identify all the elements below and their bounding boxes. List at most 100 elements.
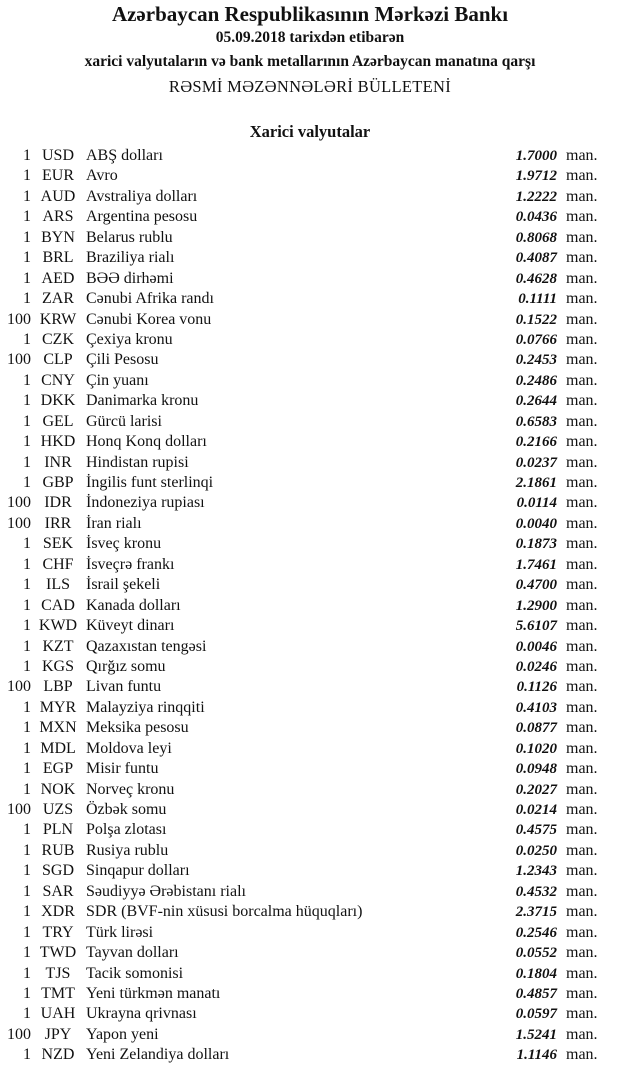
- rate-value: 1.2222: [515, 188, 557, 205]
- currency-name: Özbək somu: [86, 801, 167, 818]
- rate-row: 1 TJS Tacik somonisi 0.1804 man.: [0, 964, 620, 984]
- quantity: 1: [23, 1046, 31, 1064]
- currency-name: Livan funtu: [86, 678, 162, 696]
- quantity: 1: [23, 617, 31, 635]
- currency-name: Yeni Zelandiya dolları: [86, 1046, 230, 1064]
- quantity: 100: [7, 310, 31, 328]
- unit-label: man.: [566, 678, 598, 696]
- currency-code: KZT: [42, 637, 74, 655]
- currency-code: USD: [41, 147, 74, 164]
- quantity: 1: [23, 739, 31, 757]
- currency-code: NZD: [41, 1046, 75, 1064]
- currency-code: TWD: [39, 944, 77, 962]
- quantity: 1: [23, 780, 31, 798]
- quantity: 1: [23, 657, 31, 675]
- rate-value: 0.0246: [515, 658, 557, 675]
- unit-label: man.: [566, 208, 598, 226]
- rate-value: 0.0597: [515, 1006, 557, 1023]
- rate-value: 0.0552: [515, 945, 557, 962]
- unit-label: man.: [566, 698, 598, 716]
- currency-name: İsveç kronu: [86, 535, 162, 553]
- currency-name: Norveç kronu: [86, 780, 175, 798]
- rate-row: 1 AUD Avstraliya dolları 1.2222 man.: [0, 187, 620, 207]
- rate-row: 1 MDL Moldova leyi 0.1020 man.: [0, 739, 620, 759]
- quantity: 1: [23, 637, 31, 655]
- currency-code: CZK: [42, 330, 74, 348]
- currency-code: GBP: [42, 474, 74, 491]
- unit-label: man.: [566, 1046, 598, 1064]
- currency-code: KWD: [38, 617, 78, 635]
- unit-label: man.: [566, 494, 598, 512]
- rate-row: 1 TMT Yeni türkmən manatı 0.4857 man.: [0, 984, 620, 1004]
- currency-code: NOK: [40, 780, 76, 798]
- quantity: 1: [23, 1005, 31, 1023]
- unit-label: man.: [566, 249, 598, 267]
- rate-value: 0.0040: [515, 515, 557, 532]
- rate-row: 1 XDR SDR (BVF-nin xüsusi borcalma hüquqla…: [0, 902, 620, 922]
- unit-label: man.: [566, 617, 598, 635]
- unit-label: man.: [566, 1025, 598, 1043]
- currency-name: Misir funtu: [86, 760, 159, 778]
- rate-row: 100 JPY Yapon yeni 1.5241 man.: [0, 1025, 620, 1045]
- quantity: 1: [23, 290, 31, 308]
- currency-code: XDR: [41, 903, 75, 921]
- rate-value: 0.0948: [515, 761, 557, 778]
- rate-value: 0.2486: [515, 372, 557, 389]
- rate-value: 2.3715: [515, 904, 557, 921]
- rate-value: 0.0766: [515, 331, 557, 348]
- unit-label: man.: [566, 474, 598, 491]
- currency-code: SAR: [42, 882, 74, 900]
- rate-row: 1 ZAR Cənubi Afrika randı 0.1111 man.: [0, 289, 620, 309]
- currency-name: İsveçrə frankı: [86, 555, 175, 573]
- rate-row: 1 CZK Çexiya kronu 0.0766 man.: [0, 330, 620, 350]
- unit-label: man.: [566, 944, 598, 962]
- rate-value: 1.7000: [515, 148, 557, 164]
- currency-name: SDR (BVF-nin xüsusi borcalma hüquqları): [86, 903, 363, 921]
- quantity: 1: [23, 862, 31, 880]
- currency-code: EGP: [42, 760, 74, 778]
- unit-label: man.: [566, 903, 598, 921]
- currency-code: ZAR: [42, 290, 74, 308]
- quantity: 1: [23, 167, 31, 185]
- rate-row: 1 KZT Qazaxıstan tengəsi 0.0046 man.: [0, 637, 620, 657]
- currency-code: TJS: [45, 964, 71, 982]
- unit-label: man.: [566, 371, 598, 389]
- rate-value: 0.0046: [515, 638, 557, 655]
- rate-row: 1 EGP Misir funtu 0.0948 man.: [0, 759, 620, 779]
- rate-value: 0.2644: [515, 393, 557, 410]
- rate-row: 100 UZS Özbək somu 0.0214 man.: [0, 800, 620, 820]
- currency-name: Meksika pesosu: [86, 719, 189, 737]
- rate-row: 1 KWD Küveyt dinarı 5.6107 man.: [0, 616, 620, 636]
- unit-label: man.: [566, 269, 598, 287]
- bank-title: Azərbaycan Respublikasının Mərkəzi Bankı: [111, 2, 509, 26]
- currency-code: AUD: [40, 187, 76, 205]
- rate-row: 1 KGS Qırğız somu 0.0246 man.: [0, 657, 620, 677]
- unit-label: man.: [566, 433, 598, 451]
- rate-value: 0.1804: [515, 965, 557, 982]
- currency-code: ILS: [46, 576, 70, 594]
- currency-name: Tayvan dolları: [86, 944, 179, 962]
- rate-value: 0.1126: [516, 679, 557, 696]
- currency-code: IDR: [44, 494, 72, 512]
- currency-name: Qırğız somu: [86, 657, 166, 675]
- quantity: 1: [23, 371, 31, 389]
- currency-code: KGS: [41, 657, 74, 675]
- currency-name: Çexiya kronu: [86, 330, 173, 348]
- rate-value: 0.0877: [515, 720, 557, 737]
- rate-value: 0.4575: [515, 822, 557, 839]
- currency-code: PLN: [42, 821, 74, 839]
- rate-value: 1.5241: [515, 1026, 557, 1043]
- currency-code: MDL: [40, 739, 76, 757]
- rate-row: 1 CNY Çin yuanı 0.2486 man.: [0, 371, 620, 391]
- section-title: Xarici valyutalar: [249, 122, 371, 141]
- quantity: 100: [7, 801, 31, 818]
- rate-row: 1 NOK Norveç kronu 0.2027 man.: [0, 780, 620, 800]
- currency-name: Tacik somonisi: [86, 964, 184, 982]
- rate-value: 0.0436: [515, 209, 557, 226]
- unit-label: man.: [566, 964, 598, 982]
- bulletin-title: RƏSMİ MƏZƏNNƏLƏRİ BÜLLETENİ: [168, 77, 452, 96]
- rate-row: 1 UAH Ukrayna qrivnası 0.0597 man.: [0, 1004, 620, 1024]
- currency-code: JPY: [44, 1025, 72, 1043]
- unit-label: man.: [566, 576, 598, 594]
- rate-value: 0.6583: [515, 413, 557, 430]
